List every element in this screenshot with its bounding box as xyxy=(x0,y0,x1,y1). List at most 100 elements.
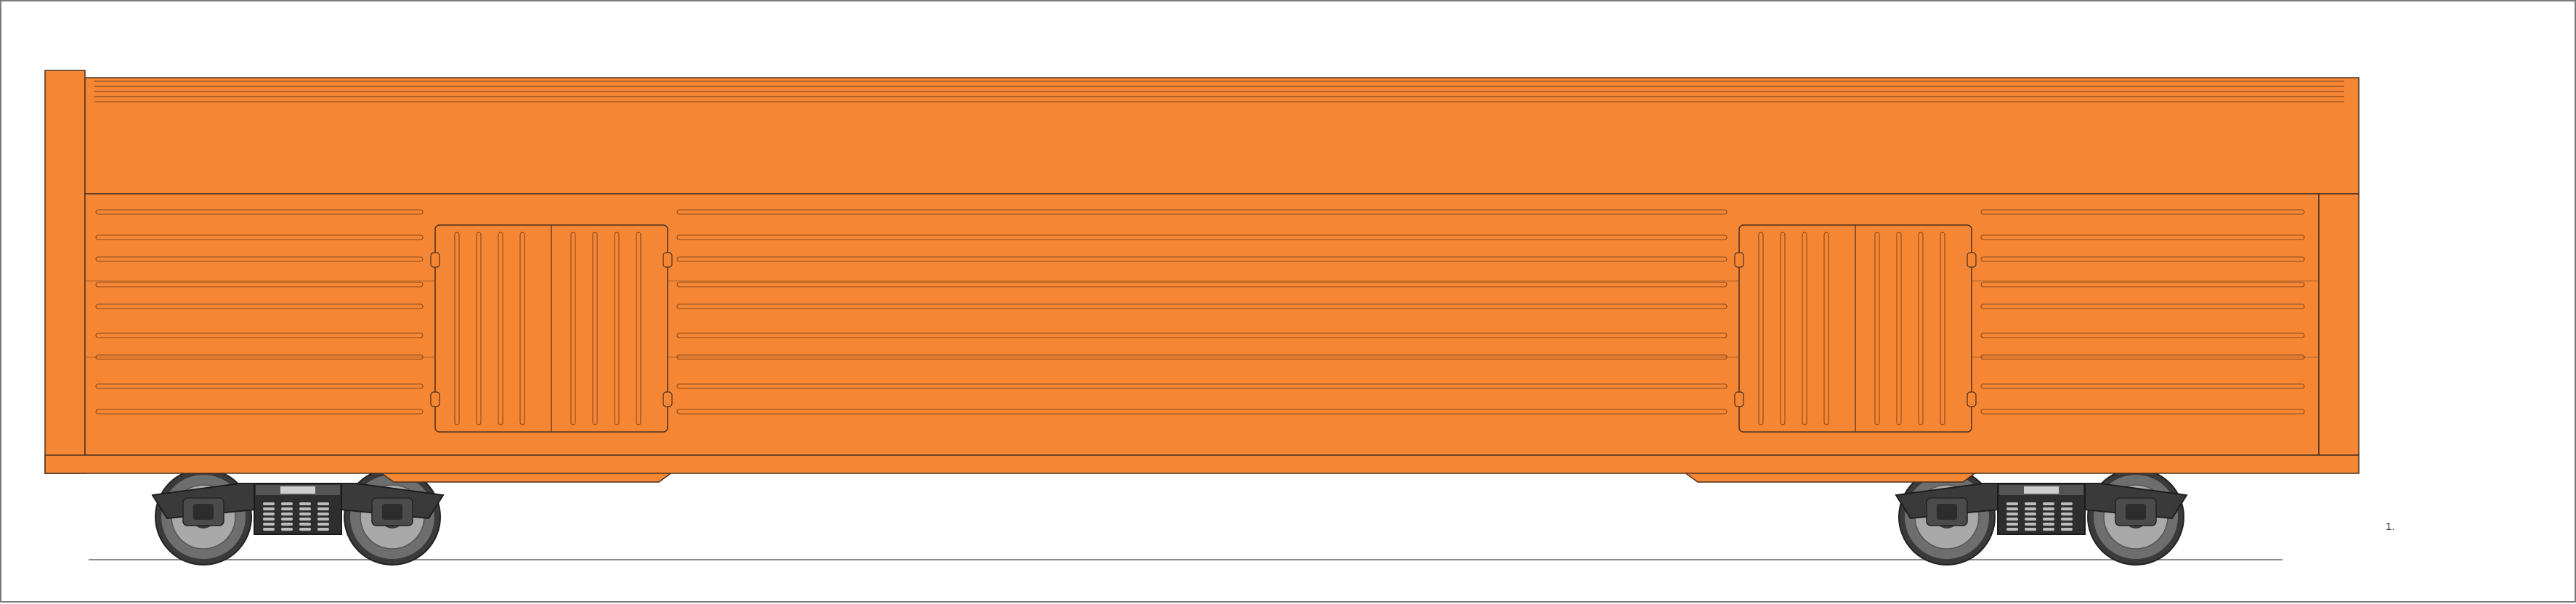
side-groove xyxy=(95,234,424,240)
spring-coil xyxy=(317,502,329,505)
side-groove xyxy=(676,332,1728,338)
spring-coil xyxy=(299,518,311,521)
journal-cap xyxy=(193,504,214,520)
spring-coil xyxy=(2061,518,2073,521)
side-groove xyxy=(95,303,424,309)
door-rib xyxy=(1874,232,1880,425)
spring-coil xyxy=(2006,507,2018,510)
spring-coil xyxy=(2006,513,2018,515)
side-groove xyxy=(1980,234,2305,240)
door-rib xyxy=(570,232,576,425)
door-rib xyxy=(454,232,460,425)
end-post-left xyxy=(44,70,86,474)
spring-coil xyxy=(2043,523,2054,526)
spring-coil xyxy=(317,513,329,515)
side-groove xyxy=(95,383,424,389)
side-groove xyxy=(676,383,1728,389)
spring-coil xyxy=(2025,523,2036,526)
side-groove xyxy=(1980,354,2305,360)
spring-coil xyxy=(263,528,275,531)
spring-coil xyxy=(2006,518,2018,521)
bolster-plate xyxy=(2024,486,2059,494)
spring-coil xyxy=(2061,507,2073,510)
door-latch xyxy=(1734,252,1744,268)
end-post-right xyxy=(2318,193,2360,456)
journal-cap xyxy=(382,504,402,520)
side-groove xyxy=(1980,332,2305,338)
door-rib xyxy=(498,232,503,425)
side-panel xyxy=(84,193,2320,456)
side-groove xyxy=(676,282,1728,287)
door-rib xyxy=(519,232,525,425)
trucks xyxy=(151,468,2188,566)
side-groove xyxy=(95,209,424,215)
spring-coil xyxy=(2043,518,2054,521)
spring-coil xyxy=(2006,528,2018,531)
side-sill xyxy=(44,454,2360,474)
side-groove xyxy=(95,354,424,360)
spring-coil xyxy=(2025,518,2036,521)
side-groove xyxy=(1980,409,2305,415)
spring-coil xyxy=(263,507,275,510)
door-rib xyxy=(1918,232,1924,425)
spring-coil xyxy=(263,502,275,505)
door-latch xyxy=(663,252,673,268)
spring-coil xyxy=(299,502,311,505)
spring-coil xyxy=(2006,523,2018,526)
journal-cap xyxy=(2126,504,2146,520)
side-groove xyxy=(95,332,424,338)
sheet-mark: 1. xyxy=(2386,521,2395,533)
side-groove xyxy=(1980,256,2305,262)
bolster-plate xyxy=(280,486,315,494)
spring-coil xyxy=(281,518,293,521)
side-groove xyxy=(1980,282,2305,287)
spring-coil xyxy=(281,513,293,515)
spring-coil xyxy=(317,528,329,531)
door-latch xyxy=(1967,252,1977,268)
spring-coil xyxy=(299,507,311,510)
door-rib xyxy=(1896,232,1902,425)
spring-coil xyxy=(2025,528,2036,531)
spring-coil xyxy=(2061,528,2073,531)
spring-coil xyxy=(2043,507,2054,510)
spring-coil xyxy=(299,528,311,531)
sliding-door xyxy=(430,224,673,433)
side-groove xyxy=(1980,209,2305,215)
rail-truck-icon xyxy=(151,468,445,566)
door-latch xyxy=(1967,391,1977,407)
door-rib xyxy=(476,232,482,425)
side-groove xyxy=(1980,383,2305,389)
spring-coil xyxy=(2006,502,2018,505)
door-rib xyxy=(1758,232,1764,425)
spring-coil xyxy=(2025,502,2036,505)
side-groove xyxy=(95,282,424,287)
spring-coil xyxy=(2025,507,2036,510)
door-rib xyxy=(636,232,641,425)
door-rib xyxy=(1823,232,1829,425)
door-rib xyxy=(592,232,598,425)
spring-coil xyxy=(299,523,311,526)
door-rib xyxy=(1780,232,1786,425)
spring-coil xyxy=(281,523,293,526)
upper-panel xyxy=(84,77,2360,195)
spring-coil xyxy=(2061,513,2073,515)
door-rib xyxy=(1940,232,1945,425)
door-latch xyxy=(1734,391,1744,407)
spring-coil xyxy=(263,513,275,515)
side-groove xyxy=(676,354,1728,360)
door-latch xyxy=(663,391,673,407)
side-groove xyxy=(676,209,1728,215)
spring-coil xyxy=(281,502,293,505)
rail-truck-icon xyxy=(1895,468,2188,566)
sliding-door xyxy=(1734,224,1977,433)
spring-coil xyxy=(2043,513,2054,515)
door-rib xyxy=(1802,232,1807,425)
spring-coil xyxy=(317,518,329,521)
spring-coil xyxy=(263,523,275,526)
spring-coil xyxy=(281,528,293,531)
spring-coil xyxy=(2043,528,2054,531)
side-groove xyxy=(676,303,1728,309)
spring-coil xyxy=(281,507,293,510)
